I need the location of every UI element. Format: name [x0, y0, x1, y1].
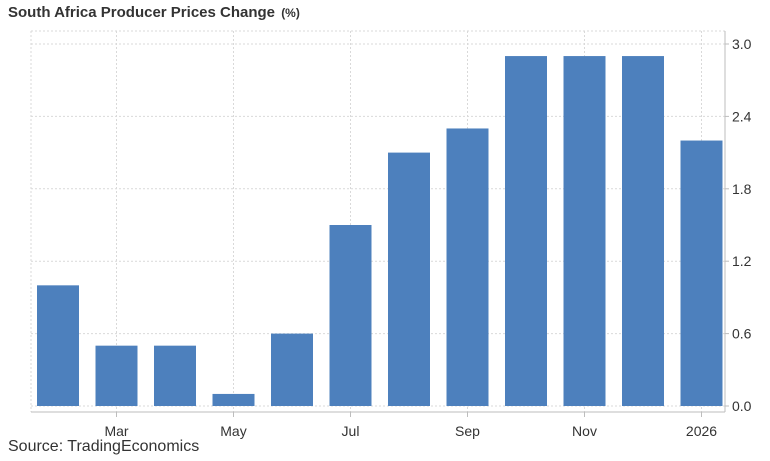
- y-tick-label: 1.8: [732, 181, 752, 197]
- bar-feb: [37, 285, 79, 406]
- source-label: Source: TradingEconomics: [8, 438, 200, 455]
- bar-2026: [680, 140, 723, 407]
- bars-layer: [37, 56, 723, 407]
- chart-title-text: South Africa Producer Prices Change: [8, 4, 276, 21]
- axis-layer: [31, 31, 729, 417]
- y-tick-label: 0.0: [732, 398, 752, 414]
- y-tick-label: 2.4: [732, 108, 752, 124]
- chart-title-unit: (%): [281, 6, 300, 20]
- bar-nov: [563, 56, 606, 407]
- bar-jun: [271, 333, 313, 406]
- bar-dec: [622, 56, 664, 407]
- y-tick-label: 0.6: [732, 326, 752, 342]
- chart-title: South Africa Producer Prices Change (%): [8, 4, 300, 21]
- x-tick-label: May: [220, 423, 246, 439]
- x-tick-label: 2026: [686, 423, 717, 439]
- x-tick-label: Nov: [572, 423, 597, 439]
- bar-apr: [154, 345, 196, 406]
- x-tick-label: Jul: [342, 423, 360, 439]
- bar-oct: [505, 56, 547, 407]
- bar-jul: [329, 225, 372, 406]
- x-tick-label: Sep: [455, 423, 480, 439]
- y-tick-label: 1.2: [732, 253, 752, 269]
- bar-mar: [95, 345, 138, 406]
- bar-sep: [446, 128, 489, 406]
- bar-may: [212, 393, 255, 406]
- labels-layer: 0.0 0.6 1.2 1.8 2.4 3.0 Mar May Jul Sep Nov 2026: [104, 36, 751, 439]
- y-tick-label: 3.0: [732, 36, 752, 52]
- bar-aug: [388, 152, 430, 406]
- x-tick-label: Mar: [104, 423, 128, 439]
